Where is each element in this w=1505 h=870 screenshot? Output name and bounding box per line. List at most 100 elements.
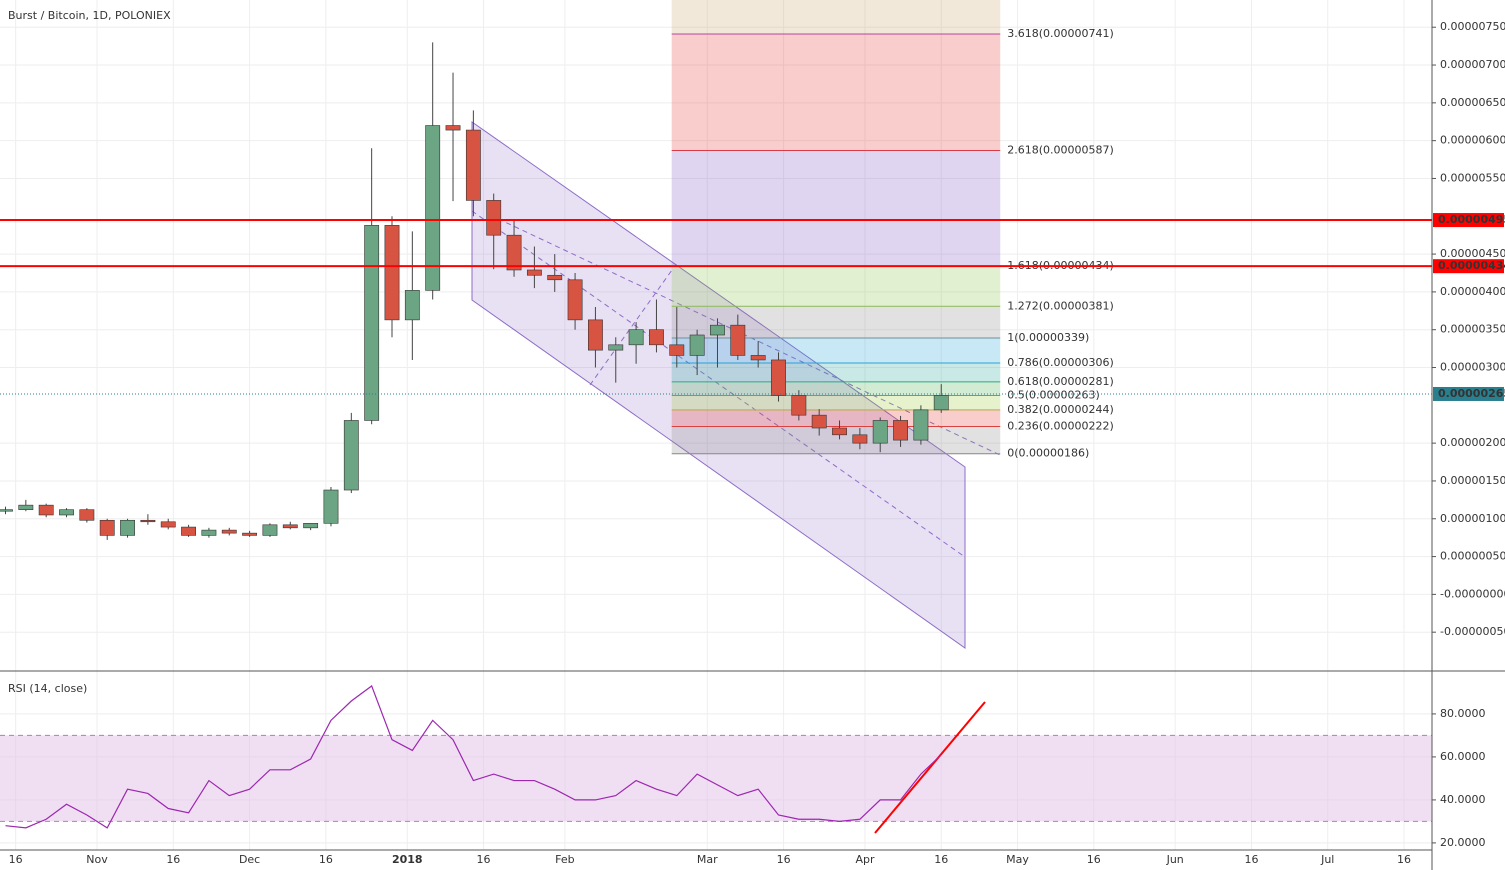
fib-label: 0(0.00000186) <box>1007 447 1089 460</box>
rsi-title: RSI (14, close) <box>8 682 87 695</box>
candle-body <box>201 529 217 536</box>
fib-label: 2.618(0.00000587) <box>1007 143 1114 156</box>
x-tick-label: Jun <box>1166 853 1184 866</box>
fib-label: 0.618(0.00000281) <box>1007 375 1114 388</box>
x-tick-label: 16 <box>777 853 791 866</box>
candle-body <box>771 359 786 396</box>
candle-body <box>750 355 766 361</box>
candle-body <box>425 125 441 291</box>
x-tick-label: 16 <box>1244 853 1258 866</box>
candle-body <box>649 329 664 346</box>
x-tick-label: Feb <box>555 853 574 866</box>
candle-body <box>303 522 319 529</box>
candle-body <box>160 521 176 528</box>
candle-body <box>628 329 644 346</box>
fib-label: 1(0.00000339) <box>1007 331 1089 344</box>
fib-label: 0.786(0.00000306) <box>1007 356 1114 369</box>
candle-body <box>933 395 949 411</box>
y-tick-label: 0.00000550 <box>1440 171 1505 184</box>
x-tick-label: 16 <box>9 853 23 866</box>
y-tick-label: 0.00000200 <box>1440 436 1505 449</box>
fib-band <box>671 362 1001 382</box>
fib-band <box>671 409 1001 427</box>
y-tick-label: -0.00000000 <box>1440 587 1505 600</box>
candle-body <box>99 519 115 536</box>
candle-body <box>181 526 196 536</box>
candle-body <box>282 524 298 529</box>
candle-body <box>913 409 929 441</box>
fib-band <box>671 395 1001 410</box>
y-tick-label: -0.00000050 <box>1440 625 1505 638</box>
candle-body <box>18 504 34 510</box>
candle-body <box>364 225 380 421</box>
candle-body <box>343 420 359 491</box>
x-tick-label: 16 <box>934 853 948 866</box>
price-label-box <box>1433 259 1504 274</box>
candle-body <box>567 279 583 321</box>
y-tick-label: 20.0000 <box>1440 836 1486 849</box>
fib-band <box>671 381 1001 396</box>
y-tick-label: 0.00000650 <box>1440 96 1505 109</box>
candle-body <box>547 274 563 281</box>
rsi-trendline <box>874 701 986 834</box>
candle-body <box>588 319 603 351</box>
x-tick-label: 16 <box>1087 853 1101 866</box>
fib-label: 1.272(0.00000381) <box>1007 299 1114 312</box>
y-tick-label: 80.0000 <box>1440 707 1486 720</box>
candle-body <box>404 290 420 321</box>
candle-body <box>832 427 847 436</box>
candle-body <box>465 129 481 201</box>
x-tick-label: May <box>1006 853 1029 866</box>
price-label: 0.00000495 <box>1438 213 1505 226</box>
candle-body <box>79 509 95 521</box>
x-tick-label: Apr <box>855 853 875 866</box>
x-tick-label: 16 <box>166 853 180 866</box>
candle-body <box>893 420 908 441</box>
y-tick-label: 60.0000 <box>1440 750 1486 763</box>
x-tick-label: 16 <box>319 853 333 866</box>
fib-band <box>671 0 1001 35</box>
candle-body <box>140 519 156 523</box>
candle-body <box>811 414 827 429</box>
x-tick-label: Dec <box>239 853 260 866</box>
fib-band <box>671 150 1001 267</box>
y-tick-label: 40.0000 <box>1440 793 1486 806</box>
fib-band <box>671 338 1001 363</box>
fib-label: 0.5(0.00000263) <box>1007 388 1100 401</box>
y-tick-label: 0.00000350 <box>1440 323 1505 336</box>
current-price-label: 0.00000265 <box>1438 387 1505 400</box>
y-tick-label: 0.00000100 <box>1440 512 1505 525</box>
x-tick-label: 16 <box>477 853 491 866</box>
candle-body <box>689 334 705 356</box>
y-tick-label: 0.00000600 <box>1440 134 1505 147</box>
fib-label: 0.236(0.00000222) <box>1007 420 1114 433</box>
candle-body <box>242 532 258 536</box>
candle-body <box>506 234 522 271</box>
candle-body <box>872 420 888 444</box>
data-layer <box>0 0 1001 540</box>
x-tick-label: Jul <box>1320 853 1334 866</box>
candle-body <box>669 344 685 356</box>
grid-layer <box>0 0 1432 850</box>
candle-body <box>608 344 624 351</box>
chart-title: Burst / Bitcoin, 1D, POLONIEX <box>8 9 171 22</box>
x-tick-label: Nov <box>86 853 108 866</box>
candle-body <box>38 504 54 516</box>
y-tick-label: 0.00000400 <box>1440 285 1505 298</box>
x-tick-label: 16 <box>1397 853 1411 866</box>
rsi-line <box>5 685 942 829</box>
candle-body <box>120 519 135 536</box>
y-tick-label: 0.00000300 <box>1440 361 1505 374</box>
candle-body <box>445 125 461 131</box>
candle-body <box>486 200 502 236</box>
candle-body <box>59 509 74 516</box>
channel-anchor <box>589 269 673 386</box>
x-tick-label: 2018 <box>392 853 423 866</box>
y-tick-label: 0.00000700 <box>1440 58 1505 71</box>
candle-body <box>730 324 746 356</box>
candle-body <box>710 324 725 336</box>
parallel-channel <box>471 121 966 649</box>
fib-label: 3.618(0.00000741) <box>1007 27 1114 40</box>
